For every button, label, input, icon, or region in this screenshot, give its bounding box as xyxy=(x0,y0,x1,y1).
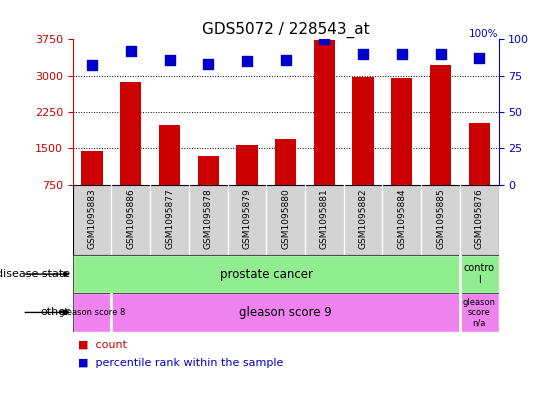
Point xyxy=(397,51,406,57)
Point xyxy=(320,36,329,42)
Text: GSM1095877: GSM1095877 xyxy=(165,188,174,249)
Point xyxy=(204,61,212,67)
Bar xyxy=(73,293,112,332)
Text: ■  percentile rank within the sample: ■ percentile rank within the sample xyxy=(78,358,284,367)
Bar xyxy=(430,66,451,185)
Text: 100%: 100% xyxy=(469,29,499,39)
Point xyxy=(243,58,251,64)
Text: contro
l: contro l xyxy=(464,263,495,285)
Bar xyxy=(314,40,335,185)
Text: prostate cancer: prostate cancer xyxy=(220,268,313,281)
Bar xyxy=(120,82,141,185)
Text: GSM1095883: GSM1095883 xyxy=(88,188,96,249)
Text: GSM1095881: GSM1095881 xyxy=(320,188,329,249)
Bar xyxy=(275,139,296,185)
Point xyxy=(127,48,135,54)
Text: gleason score 9: gleason score 9 xyxy=(239,306,332,319)
Text: gleason score 8: gleason score 8 xyxy=(59,308,125,317)
Text: disease state: disease state xyxy=(0,269,70,279)
Text: gleason
score
n/a: gleason score n/a xyxy=(462,298,496,327)
Text: other: other xyxy=(40,307,70,318)
Bar xyxy=(159,125,180,185)
Point xyxy=(436,51,445,57)
Bar xyxy=(353,77,374,185)
Bar xyxy=(236,145,258,185)
Bar xyxy=(391,77,412,185)
Text: ■  count: ■ count xyxy=(78,340,127,350)
Text: GSM1095884: GSM1095884 xyxy=(397,188,406,249)
Bar xyxy=(81,151,103,185)
Point xyxy=(359,51,368,57)
Title: GDS5072 / 228543_at: GDS5072 / 228543_at xyxy=(202,22,369,38)
Text: GSM1095880: GSM1095880 xyxy=(281,188,290,249)
Point xyxy=(281,57,290,63)
Text: GSM1095882: GSM1095882 xyxy=(358,188,368,249)
Text: GSM1095876: GSM1095876 xyxy=(475,188,483,249)
Bar xyxy=(460,255,499,293)
Bar xyxy=(460,293,499,332)
Text: GSM1095886: GSM1095886 xyxy=(126,188,135,249)
Bar xyxy=(112,293,460,332)
Bar xyxy=(198,156,219,185)
Bar xyxy=(468,123,490,185)
Text: GSM1095878: GSM1095878 xyxy=(204,188,213,249)
Text: GSM1095879: GSM1095879 xyxy=(243,188,252,249)
Point xyxy=(88,62,96,69)
Point xyxy=(165,57,174,63)
Point xyxy=(475,55,483,61)
Text: GSM1095885: GSM1095885 xyxy=(436,188,445,249)
